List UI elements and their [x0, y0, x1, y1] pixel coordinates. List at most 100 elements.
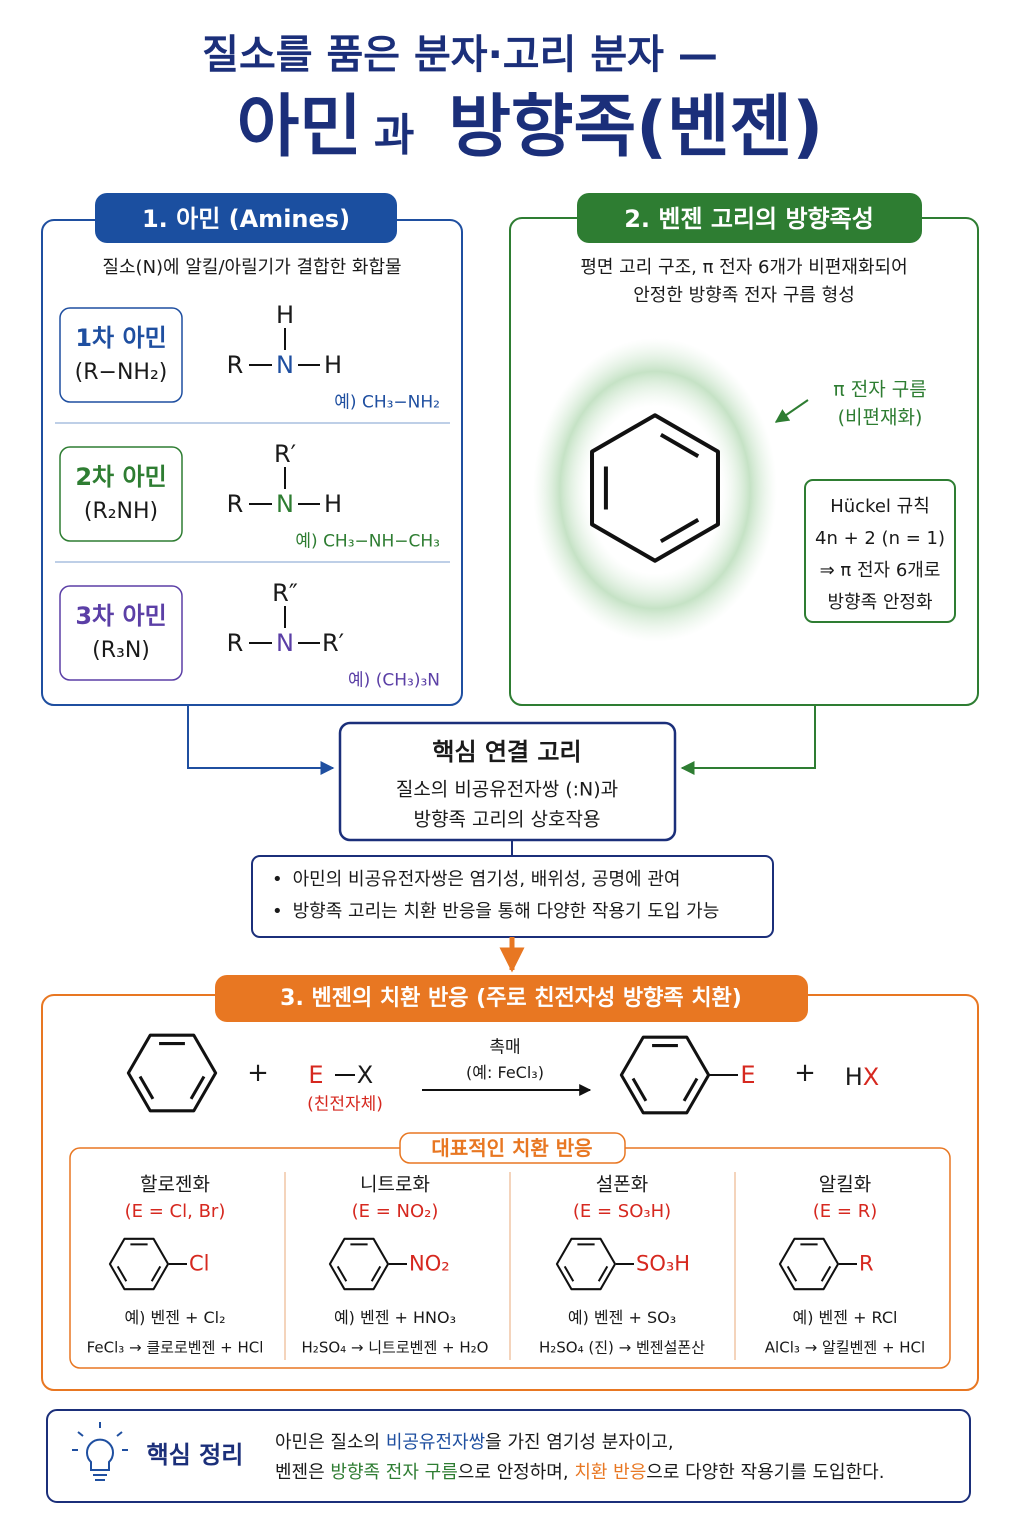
- summary-text: 아민은 질소의: [275, 1432, 386, 1453]
- atom: R′: [321, 629, 345, 657]
- amine-label-box: [59, 307, 183, 403]
- highlight: 치환 반응: [574, 1462, 647, 1483]
- amine-formula: (R₂NH): [83, 499, 159, 524]
- huckel-text: Hückel 규칙: [830, 496, 930, 517]
- electrophile-def: (E = Cl, Br): [124, 1201, 226, 1222]
- connector-arrow: [680, 705, 816, 775]
- summary-box: [46, 1409, 971, 1503]
- amine-example: 예) (CH₃)₃N: [348, 670, 440, 691]
- title-rest: 방향족(벤젠): [448, 88, 824, 167]
- amine-label-box: [59, 446, 183, 542]
- reaction-name: 할로젠화: [140, 1173, 210, 1196]
- summary-text: 을 가진 염기성 분자이고,: [485, 1432, 674, 1453]
- atom: H: [323, 490, 343, 518]
- core-box: [338, 721, 677, 842]
- core-text: 질소의 비공유전자쌍 (:N)과: [395, 778, 619, 801]
- reaction-result: H₂SO₄ (진) → 벤젠설폰산: [538, 1338, 706, 1357]
- substitution-heading-pill: [215, 975, 808, 1022]
- atom: R″: [272, 579, 298, 607]
- atom: R′: [273, 440, 297, 468]
- reaction-reagents: 예) 벤젠 + RCl: [792, 1308, 898, 1327]
- reaction-name: 설폰화: [595, 1173, 649, 1196]
- plus-sign: +: [794, 1058, 816, 1088]
- panel-description: 질소(N)에 알킬/아릴기가 결합한 화합물: [102, 257, 402, 278]
- main-title: 아민 과 방향족(벤젠): [237, 94, 824, 162]
- core-title: 핵심 연결 고리: [432, 738, 582, 766]
- summary-line: 벤젠은 방향족 전자 구름으로 안정하며, 치환 반응으로 다양한 작용기를 도…: [275, 1464, 884, 1482]
- reaction-result: H₂SO₄ → 니트로벤젠 + H₂O: [301, 1338, 489, 1357]
- amine-name: 3차 아민: [75, 602, 167, 630]
- byproduct-x: X: [862, 1063, 880, 1091]
- substituent: Cl: [189, 1251, 210, 1276]
- atom: H: [275, 301, 295, 329]
- cloud-label: (비편재화): [837, 406, 923, 429]
- core-text: 방향족 고리의 상호작용: [413, 808, 601, 831]
- panel-description: 평면 고리 구조, π 전자 6개가 비편재화되어: [580, 257, 908, 278]
- reaction-reagents: 예) 벤젠 + SO₃: [567, 1308, 677, 1327]
- panel-heading: 3. 벤젠의 치환 반응 (주로 친전자성 방향족 치환): [280, 986, 742, 1011]
- byproduct-h: H: [844, 1063, 863, 1091]
- amine-name: 2차 아민: [75, 463, 167, 491]
- summary-text: 벤젠은: [275, 1462, 331, 1483]
- leaving-group: X: [356, 1061, 374, 1089]
- atom: N: [276, 490, 294, 518]
- amine-name: 1차 아민: [75, 324, 167, 352]
- electrophile-def: (E = R): [812, 1201, 878, 1222]
- summary-text: 으로 다양한 작용기를 도입한다.: [646, 1462, 885, 1483]
- title-main: 아민: [236, 88, 362, 167]
- reaction-name: 니트로화: [360, 1173, 430, 1196]
- cloud-label: π 전자 구름: [833, 378, 927, 401]
- amine-example: 예) CH₃−NH−CH₃: [295, 531, 440, 552]
- examples-heading: 대표적인 치환 반응: [431, 1136, 593, 1160]
- atom: R: [226, 351, 244, 379]
- electron-cloud: [533, 338, 777, 642]
- highlight: 비공유전자쌍: [385, 1432, 486, 1453]
- electrophile-def: (E = SO₃H): [572, 1201, 672, 1222]
- cloud-pointer: [774, 399, 809, 423]
- benzene-heading-pill: [577, 193, 922, 243]
- reaction-result: AlCl₃ → 알킬벤젠 + HCl: [764, 1338, 926, 1357]
- reaction-reagents: 예) 벤젠 + Cl₂: [124, 1308, 226, 1327]
- panel-heading: 1. 아민 (Amines): [141, 205, 351, 233]
- byproduct: HX: [845, 1065, 880, 1089]
- plus-sign: +: [247, 1058, 269, 1088]
- atom: H: [323, 351, 343, 379]
- electrophile-def: (E = NO₂): [351, 1201, 439, 1222]
- product-group: E: [740, 1061, 756, 1089]
- huckel-text: 4n + 2 (n = 1): [815, 528, 945, 549]
- substituent: SO₃H: [636, 1251, 691, 1276]
- summary-line: 아민은 질소의 비공유전자쌍을 가진 염기성 분자이고,: [275, 1434, 674, 1452]
- electrophile-label: (친전자체): [307, 1094, 383, 1115]
- catalyst-example: (예: FeCl₃): [466, 1063, 544, 1082]
- highlight: 방향족 전자 구름: [330, 1462, 458, 1483]
- title-connector: 과: [373, 110, 415, 161]
- amine-example: 예) CH₃−NH₂: [334, 392, 440, 413]
- substituent: R: [859, 1251, 874, 1276]
- reaction-name: 알킬화: [818, 1173, 872, 1196]
- panel-description: 안정한 방향족 전자 구름 형성: [633, 285, 855, 306]
- electrophile: E: [308, 1061, 324, 1089]
- atom: N: [276, 351, 294, 379]
- amine-heading-pill: [95, 193, 397, 243]
- connector-arrow: [187, 705, 335, 775]
- summary-title: 핵심 정리: [146, 1441, 244, 1469]
- atom: N: [276, 629, 294, 657]
- amine-formula: (R−NH₂): [74, 360, 168, 385]
- amine-formula: (R₃N): [92, 638, 150, 663]
- substituent: NO₂: [409, 1251, 450, 1276]
- note: 방향족 고리는 치환 반응을 통해 다양한 작용기 도입 가능: [272, 903, 720, 921]
- lightbulb-icon: [72, 1422, 128, 1481]
- huckel-text: ⇒ π 전자 6개로: [819, 560, 941, 581]
- catalyst: 촉매: [489, 1037, 521, 1058]
- title-line: 질소를 품은 분자·고리 분자 —: [202, 32, 718, 78]
- atom: R: [226, 629, 244, 657]
- reaction-result: FeCl₃ → 클로로벤젠 + HCl: [86, 1338, 264, 1357]
- panel-heading: 2. 벤젠 고리의 방향족성: [624, 205, 874, 233]
- atom: R: [226, 490, 244, 518]
- reaction-reagents: 예) 벤젠 + HNO₃: [333, 1308, 457, 1327]
- amine-label-box: [59, 585, 183, 681]
- examples-heading-pill: [399, 1132, 626, 1164]
- huckel-text: 방향족 안정화: [827, 592, 933, 613]
- huckel-box: [804, 479, 956, 623]
